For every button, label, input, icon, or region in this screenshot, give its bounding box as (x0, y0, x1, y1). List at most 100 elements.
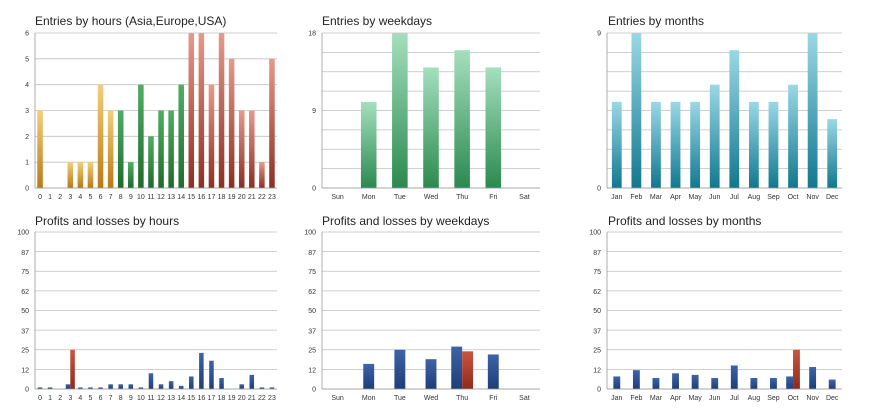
y-tick-label: 1 (25, 160, 29, 167)
profit-bar (394, 349, 406, 389)
y-tick-label: 18 (308, 31, 316, 38)
x-tick-label: Dec (826, 395, 839, 402)
bar (392, 33, 408, 188)
x-tick-label: Nov (806, 194, 819, 201)
bar (77, 162, 84, 188)
x-tick-label: Mar (650, 194, 663, 201)
x-tick-label: Mar (650, 395, 663, 402)
x-tick-label: May (689, 395, 703, 402)
x-tick-label: 6 (99, 194, 103, 201)
bar (97, 84, 104, 188)
x-tick-label: Mon (362, 194, 376, 201)
x-tick-label: 12 (157, 395, 165, 402)
x-tick-label: 20 (238, 395, 246, 402)
x-tick-label: 2 (58, 395, 62, 402)
profit-bar (118, 384, 123, 389)
x-tick-label: 0 (38, 395, 42, 402)
y-tick-label: 87 (593, 250, 601, 257)
x-tick-label: 7 (109, 395, 113, 402)
profit-bar (632, 370, 640, 389)
x-tick-label: 10 (137, 194, 145, 201)
profit-bar (158, 384, 164, 389)
chart-panel-2: Entries by weekdays 0 9 18 Sun Mon Tue Wed Thu Fr… (308, 14, 540, 201)
profit-bar (178, 385, 184, 389)
y-tick-label: 12 (21, 368, 29, 375)
x-tick-label: 20 (238, 194, 246, 201)
y-tick-label: 75 (21, 269, 29, 276)
x-tick-label: 6 (99, 395, 103, 402)
y-tick-label: 75 (308, 269, 316, 276)
bar (259, 162, 265, 188)
x-tick-label: Sep (767, 194, 780, 201)
y-tick-label: 100 (304, 230, 316, 237)
x-tick-label: 1 (48, 194, 52, 201)
x-tick-label: 18 (218, 395, 226, 402)
bar (249, 110, 255, 188)
profit-bar (451, 346, 463, 389)
chart-title: Profits and losses by months (608, 214, 761, 228)
bar (690, 101, 701, 188)
x-tick-label: 0 (38, 194, 42, 201)
x-tick-label: 21 (248, 395, 256, 402)
y-tick-label: 37 (21, 328, 29, 335)
y-tick-label: 87 (308, 250, 316, 257)
x-tick-label: Sun (331, 194, 344, 201)
profit-bar (711, 378, 719, 389)
y-tick-label: 37 (593, 328, 601, 335)
profit-bar (487, 354, 499, 389)
x-tick-label: Dec (826, 194, 839, 201)
x-tick-label: 13 (167, 395, 175, 402)
x-tick-label: 8 (119, 395, 123, 402)
bar (360, 101, 377, 188)
x-tick-label: 16 (197, 395, 205, 402)
y-tick-label: 0 (25, 387, 29, 394)
chart-title: Entries by months (608, 14, 704, 28)
profit-bar (78, 387, 83, 389)
profit-bar (652, 378, 660, 389)
y-tick-label: 25 (593, 347, 601, 354)
bar (238, 110, 245, 188)
bar (748, 101, 759, 188)
x-tick-label: 3 (68, 395, 72, 402)
x-tick-label: 19 (228, 395, 236, 402)
y-tick-label: 3 (25, 108, 29, 115)
profit-bar (809, 367, 817, 389)
x-tick-label: Oct (788, 395, 799, 402)
bar (107, 110, 114, 188)
x-tick-label: Jul (730, 194, 739, 201)
y-tick-label: 50 (308, 308, 316, 315)
y-tick-label: 2 (25, 134, 29, 141)
profit-bar (47, 387, 53, 389)
profit-bar (209, 360, 214, 389)
x-tick-label: Jan (611, 194, 622, 201)
y-tick-label: 75 (593, 269, 601, 276)
profit-bar (613, 376, 621, 389)
loss-bar (793, 349, 800, 389)
x-tick-label: Thu (456, 194, 468, 201)
x-tick-label: Apr (670, 194, 682, 201)
bar (827, 119, 838, 188)
chart-panel-4: Profits and losses by hours0122537506275… (17, 214, 277, 402)
bar (228, 58, 235, 189)
x-tick-label: 13 (167, 194, 175, 201)
bar (218, 33, 225, 188)
x-tick-label: 14 (177, 194, 185, 201)
y-tick-label: 100 (589, 230, 601, 237)
y-tick-label: 4 (25, 82, 29, 89)
x-tick-label: Sat (519, 395, 530, 402)
y-tick-label: 9 (312, 108, 316, 115)
chart-panel-1: Entries by hours (Asia,Europe,USA)012345… (25, 14, 277, 201)
bar (148, 136, 154, 188)
x-tick-label: 11 (147, 395, 154, 402)
x-tick-label: 5 (89, 194, 93, 201)
y-tick-label: 50 (593, 308, 601, 315)
bar (709, 84, 720, 188)
y-tick-label: 0 (312, 186, 316, 193)
x-tick-label: 17 (208, 395, 216, 402)
profit-bar (189, 376, 194, 389)
x-tick-label: 23 (268, 395, 276, 402)
y-tick-label: 62 (308, 289, 316, 296)
x-tick-label: 3 (68, 194, 72, 201)
x-tick-label: 12 (157, 194, 165, 201)
bar (188, 33, 195, 188)
